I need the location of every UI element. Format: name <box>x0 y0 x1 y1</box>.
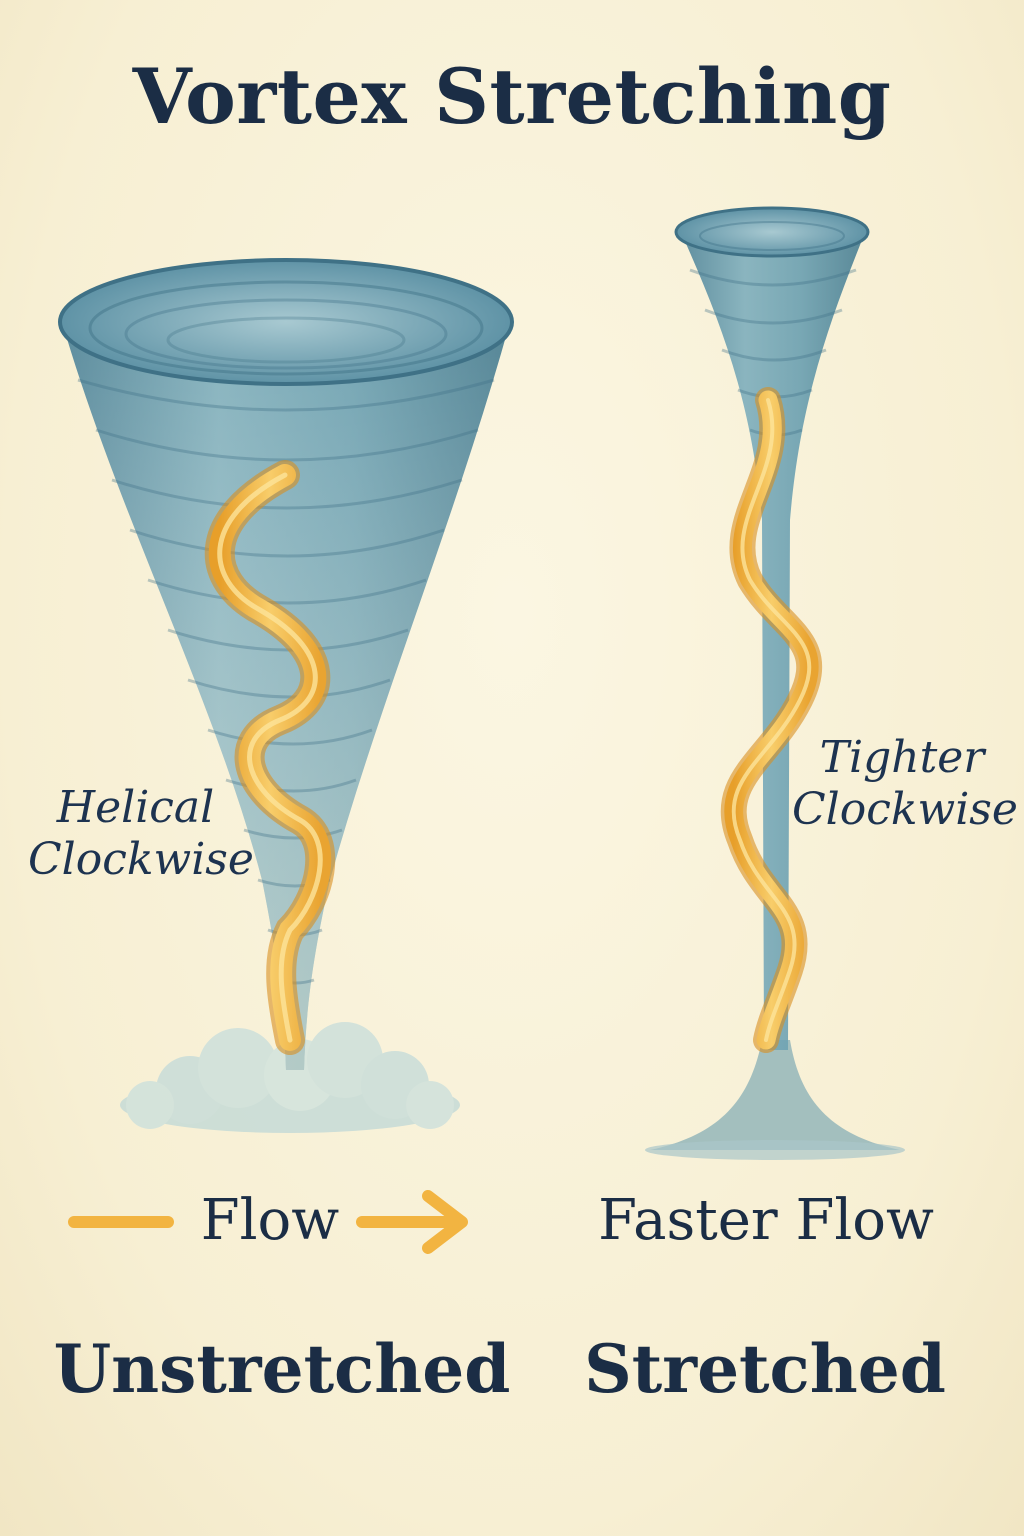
right-flow-label: Faster Flow <box>598 1188 934 1253</box>
page-title: Vortex Stretching <box>132 52 892 141</box>
right-vortex-base <box>650 1040 900 1150</box>
flow-arrow-right <box>356 1190 468 1254</box>
left-vortex <box>58 258 514 1133</box>
left-annotation: Helical Clockwise <box>28 782 254 886</box>
right-annotation-line-2: Clockwise <box>792 784 1018 835</box>
right-state-label: Stretched <box>584 1330 946 1408</box>
left-state-label: Unstretched <box>53 1330 511 1408</box>
left-funnel-rim <box>58 258 514 386</box>
right-funnel-body <box>680 230 866 1050</box>
left-helix-ribbon <box>204 460 336 1055</box>
right-funnel-rim <box>674 206 870 258</box>
left-annotation-line-2: Clockwise <box>28 834 254 885</box>
left-annotation-line-1: Helical <box>56 782 215 833</box>
right-annotation-line-1: Tighter <box>819 732 985 783</box>
left-vortex-base-cloud <box>120 1022 460 1133</box>
left-flow-label: Flow <box>200 1188 340 1253</box>
right-annotation: Tighter Clockwise <box>792 732 1018 836</box>
right-helix-ribbon <box>720 387 823 1053</box>
right-vortex <box>645 206 905 1160</box>
